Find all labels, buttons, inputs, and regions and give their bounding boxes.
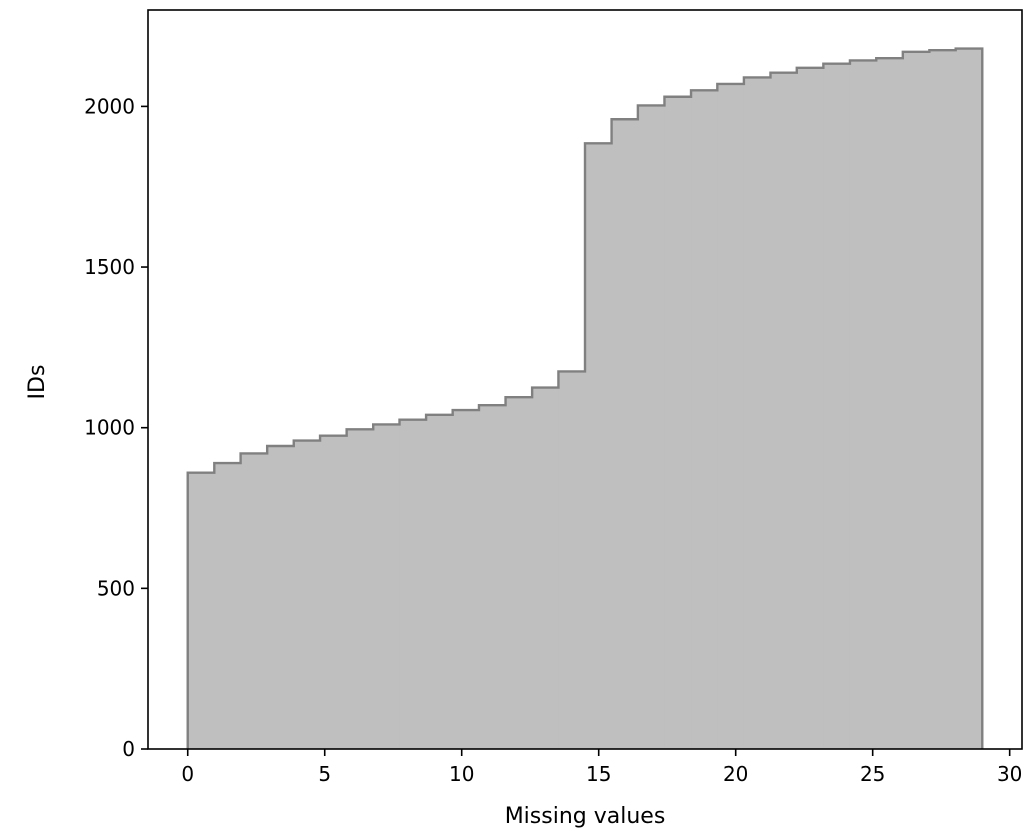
histogram-bar: [823, 63, 851, 749]
histogram-bar: [929, 50, 957, 750]
histogram-bar: [955, 48, 983, 750]
histogram-bar: [426, 414, 454, 749]
x-axis-title: Missing values: [505, 804, 666, 829]
histogram-bar: [902, 51, 930, 749]
histogram-bar: [505, 397, 533, 749]
histogram-bar: [876, 58, 904, 749]
y-axis: 0 500 1000 1500 2000: [84, 94, 148, 761]
histogram-bar: [214, 463, 242, 749]
histogram-bar: [611, 119, 639, 750]
plot-area: [147, 9, 1023, 750]
histogram-bar: [664, 96, 692, 749]
x-tick-label: 20: [723, 762, 748, 786]
x-tick-label: 30: [997, 762, 1022, 786]
histogram-bar: [346, 429, 374, 749]
histogram-bar: [637, 105, 666, 750]
x-tick-label: 5: [318, 762, 331, 786]
histogram-bar: [691, 90, 718, 749]
y-tick-label: 1000: [84, 416, 135, 440]
histogram-bar: [320, 435, 348, 749]
histogram-bar: [293, 440, 321, 749]
y-tick-label: 1500: [84, 255, 135, 279]
x-tick-label: 15: [586, 762, 611, 786]
histogram-bar: [399, 419, 427, 749]
histogram-outline: [186, 47, 984, 749]
histogram-bar: [452, 410, 480, 749]
histogram-bar: [796, 67, 824, 750]
axes-frame: [147, 9, 1023, 750]
histogram-bar: [585, 143, 613, 749]
y-tick-label: 2000: [84, 94, 135, 118]
histogram-bar: [532, 387, 560, 749]
histogram-bar: [187, 472, 215, 749]
histogram-bar: [770, 72, 798, 749]
y-axis-title: IDs: [25, 365, 50, 400]
histogram-bar: [743, 77, 772, 749]
histogram-bar: [267, 446, 295, 749]
y-tick-label: 0: [122, 737, 135, 761]
histogram-bar: [558, 371, 586, 749]
histogram-bar: [240, 453, 268, 749]
histogram-bar: [478, 405, 507, 749]
x-tick-label: 10: [449, 762, 474, 786]
x-axis: 0 5 10 15 20 25 30: [181, 749, 1022, 786]
x-tick-label: 25: [860, 762, 885, 786]
y-tick-label: 500: [97, 576, 135, 600]
histogram-bar: [373, 424, 401, 749]
histogram-bar: [717, 83, 745, 749]
histogram-bar: [849, 60, 877, 750]
x-tick-label: 0: [181, 762, 194, 786]
